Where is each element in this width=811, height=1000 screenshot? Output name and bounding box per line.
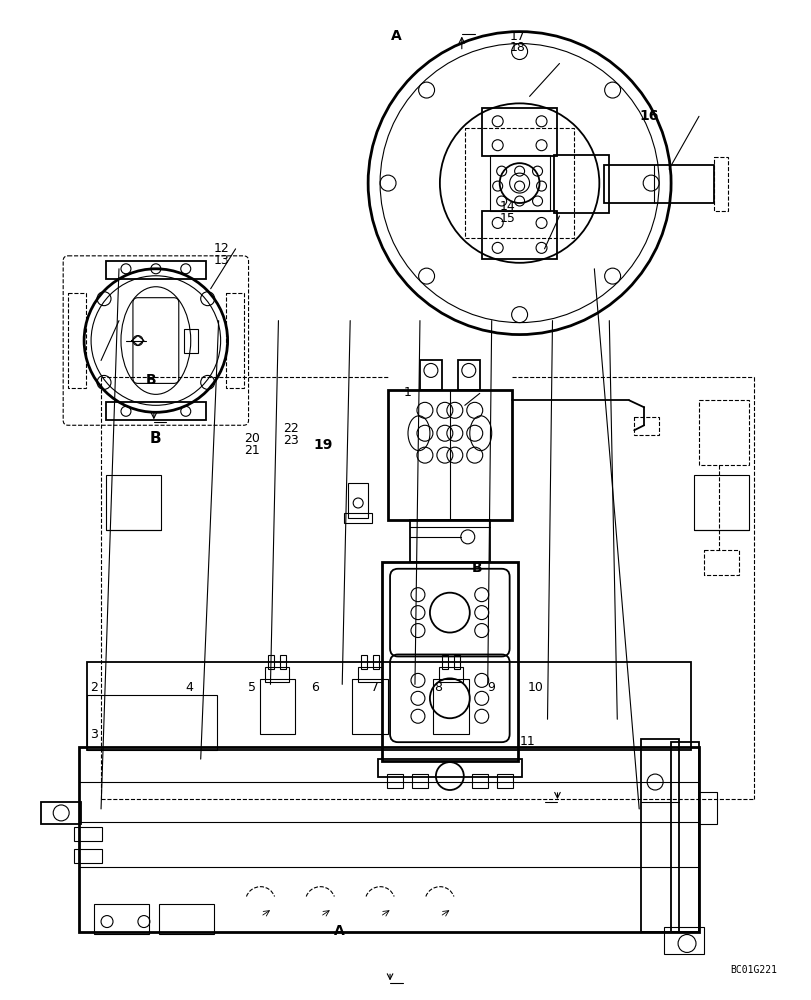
Text: 22: 22	[283, 422, 298, 435]
Text: 8: 8	[434, 681, 442, 694]
Bar	[457, 360, 479, 390]
Bar	[388, 390, 511, 520]
Bar	[183, 329, 197, 353]
Text: 1: 1	[403, 386, 411, 399]
Bar	[698, 792, 716, 824]
Bar	[68, 293, 86, 388]
Bar	[471, 774, 487, 788]
Bar	[361, 655, 367, 669]
Bar	[87, 662, 690, 750]
Text: 23: 23	[283, 434, 298, 447]
Bar	[663, 927, 703, 954]
Bar	[79, 747, 698, 932]
Text: BC01G221: BC01G221	[729, 965, 776, 975]
Text: 17: 17	[509, 30, 525, 43]
Bar	[41, 802, 81, 824]
Text: B: B	[146, 373, 157, 387]
Text: 9: 9	[487, 681, 494, 694]
Text: B: B	[471, 561, 482, 575]
Text: 18: 18	[509, 41, 525, 54]
Bar	[106, 475, 161, 530]
Text: 2: 2	[90, 681, 98, 694]
Text: 3: 3	[90, 728, 98, 741]
Bar	[453, 655, 459, 669]
Bar	[633, 417, 659, 435]
Bar	[106, 261, 205, 279]
Text: 13: 13	[213, 254, 229, 267]
Bar	[439, 667, 462, 682]
Bar	[603, 165, 713, 203]
Bar	[670, 742, 698, 932]
Bar	[481, 108, 557, 156]
Bar	[260, 679, 295, 734]
Text: A: A	[334, 924, 345, 938]
Bar	[713, 157, 727, 211]
Bar	[382, 562, 517, 761]
Bar	[225, 293, 243, 388]
Text: 7: 7	[371, 681, 379, 694]
Bar	[74, 849, 102, 863]
Bar	[481, 211, 557, 259]
Bar	[432, 679, 468, 734]
Text: 16: 16	[638, 109, 658, 123]
Text: 6: 6	[311, 681, 319, 694]
Text: 14: 14	[499, 200, 514, 213]
Text: B: B	[150, 431, 161, 446]
Bar	[87, 695, 217, 750]
Text: 21: 21	[244, 444, 260, 457]
Text: 4: 4	[185, 681, 193, 694]
Bar	[703, 550, 738, 575]
Bar	[489, 155, 549, 211]
Bar	[554, 155, 608, 213]
Text: A: A	[390, 29, 401, 43]
Bar	[693, 475, 748, 530]
Bar	[159, 904, 213, 934]
Text: 11: 11	[519, 735, 534, 748]
Bar	[74, 827, 102, 841]
Bar	[106, 402, 205, 420]
Bar	[387, 774, 402, 788]
Bar	[372, 655, 379, 669]
Bar	[94, 904, 148, 934]
Bar	[280, 655, 286, 669]
Bar	[410, 520, 489, 562]
Text: 19: 19	[313, 438, 333, 452]
Bar	[378, 759, 521, 777]
Bar	[268, 655, 274, 669]
Bar	[441, 655, 448, 669]
Bar	[352, 679, 388, 734]
Bar	[358, 667, 382, 682]
Bar	[641, 739, 678, 932]
Bar	[411, 774, 427, 788]
Bar	[344, 513, 371, 523]
Bar	[419, 360, 441, 390]
Text: 12: 12	[213, 242, 229, 255]
Text: 15: 15	[499, 212, 514, 225]
Bar	[464, 128, 573, 238]
Text: 10: 10	[527, 681, 543, 694]
Bar	[698, 400, 748, 465]
Text: 20: 20	[244, 432, 260, 445]
Bar	[496, 774, 512, 788]
Bar	[348, 483, 367, 518]
Text: 5: 5	[248, 681, 256, 694]
Bar	[265, 667, 289, 682]
